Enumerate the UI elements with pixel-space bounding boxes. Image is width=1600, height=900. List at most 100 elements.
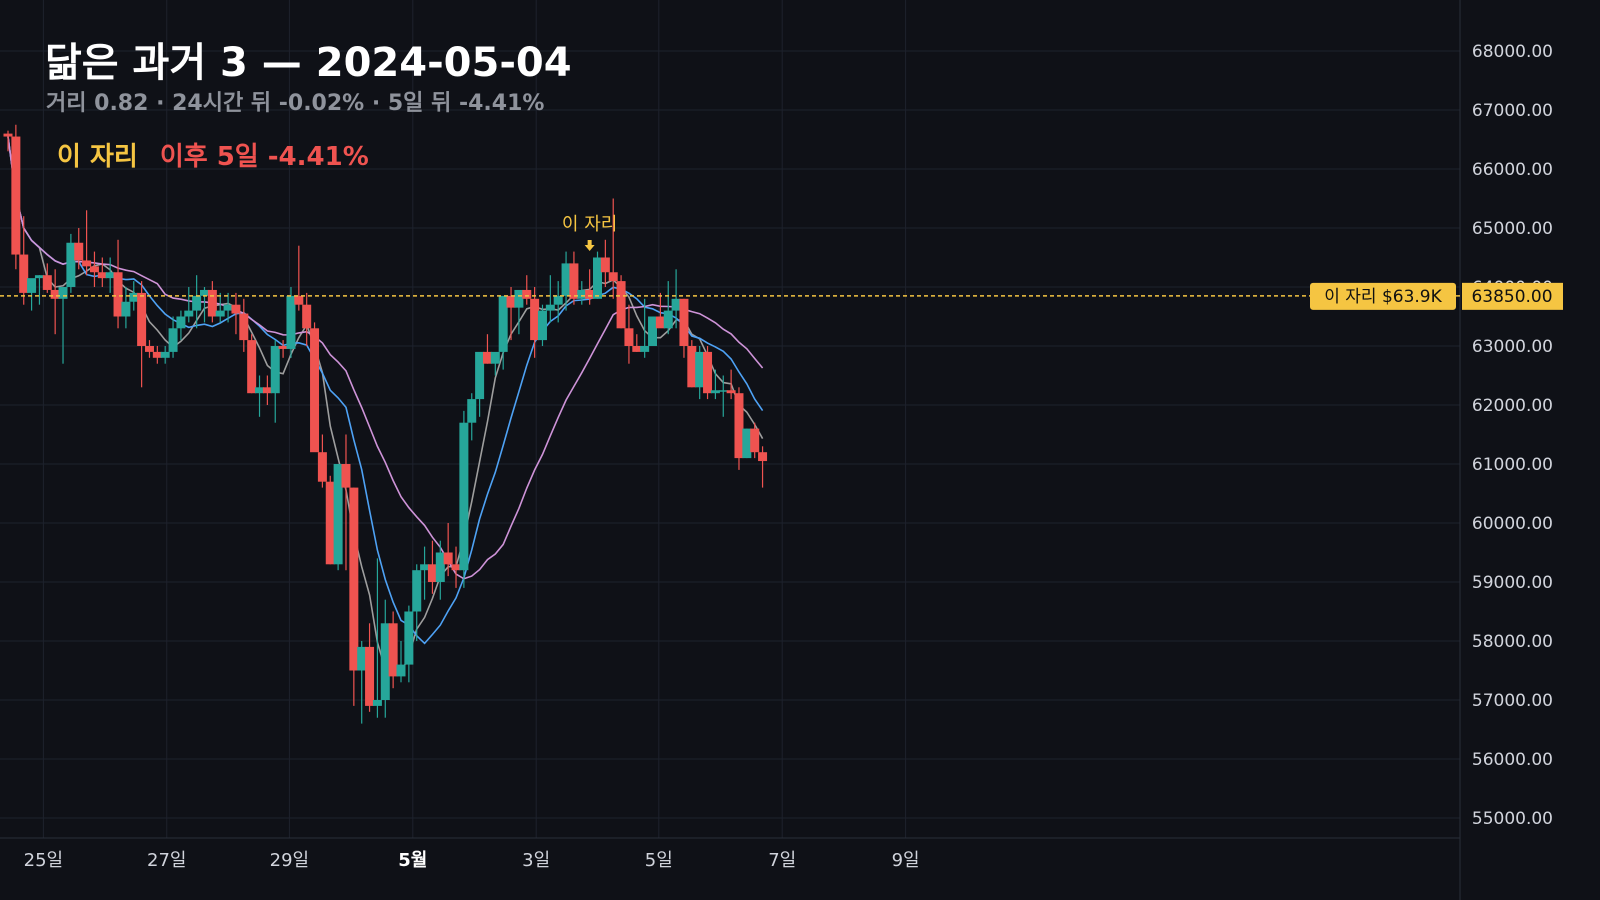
candle-up	[459, 422, 469, 571]
candle-up	[223, 304, 233, 311]
candle-down	[42, 275, 52, 290]
candle-down	[349, 487, 359, 671]
candle-up	[577, 289, 587, 299]
candle-down	[365, 646, 375, 706]
candle-down	[482, 351, 492, 364]
candle-up	[333, 464, 343, 565]
candle-up	[160, 351, 170, 358]
candle-down	[89, 266, 99, 273]
candle-down	[207, 289, 217, 317]
candle-up	[671, 298, 681, 311]
candle-up	[742, 428, 752, 459]
candle-up	[435, 552, 445, 582]
candle-up	[498, 295, 508, 352]
candle-up	[168, 328, 178, 352]
candle-down	[231, 304, 241, 314]
candle-up	[58, 287, 68, 299]
candles	[3, 124, 768, 724]
candle-down	[530, 298, 540, 341]
candle-up	[200, 289, 209, 296]
candle-up	[663, 310, 673, 329]
candle-down	[703, 351, 713, 394]
candle-down	[750, 428, 760, 453]
candle-down	[624, 328, 634, 346]
y-tick-label: 57000.00	[1472, 691, 1553, 711]
y-tick-label: 59000.00	[1472, 573, 1553, 593]
candle-down	[19, 254, 29, 293]
candle-up	[372, 700, 382, 706]
y-tick-label: 56000.00	[1472, 750, 1553, 770]
candle-down	[569, 263, 579, 299]
candle-down	[679, 298, 689, 346]
candle-up	[380, 623, 390, 700]
x-tick-label: 5월	[398, 850, 427, 871]
candle-up	[105, 272, 115, 279]
candle-up	[192, 295, 202, 311]
marker-arrow-label: 이 자리	[562, 214, 617, 235]
candle-up	[537, 310, 547, 341]
ma-long-line	[7, 136, 764, 580]
price-value-box	[1462, 282, 1563, 310]
candle-down	[506, 295, 516, 308]
x-tick-label: 7일	[768, 850, 796, 871]
candle-up	[412, 570, 422, 612]
candle-down	[278, 346, 288, 349]
candle-up	[396, 664, 406, 677]
y-tick-label: 55000.00	[1472, 809, 1553, 829]
marker-layer: 이 자리 $63.9K 63850.00 이 자리	[0, 214, 1563, 310]
candle-down	[616, 281, 626, 329]
candle-up	[593, 257, 602, 299]
candle-down	[74, 242, 84, 261]
candle-down	[600, 257, 610, 273]
candle-down	[585, 289, 595, 299]
candle-up	[215, 310, 225, 317]
candle-down	[144, 346, 154, 352]
candle-up	[710, 390, 720, 394]
candle-up	[490, 351, 500, 364]
candle-up	[404, 611, 414, 665]
candle-down	[97, 272, 107, 279]
y-tick-label: 67000.00	[1472, 101, 1553, 121]
candle-down	[3, 133, 13, 137]
chart-title: 닮은 과거 3 — 2024-05-04	[45, 40, 572, 86]
candle-down	[50, 289, 60, 299]
candle-down	[239, 313, 249, 341]
after-label: 이후 5일 -4.41%	[159, 142, 369, 172]
candle-up	[561, 263, 571, 296]
candle-down	[388, 623, 398, 677]
price-tag-box	[1310, 282, 1456, 310]
candle-up	[514, 289, 524, 308]
candle-down	[734, 393, 744, 459]
candle-down	[341, 464, 351, 488]
candle-up	[695, 351, 705, 388]
price-tag-label: 이 자리 $63.9K	[1324, 287, 1442, 307]
candle-down	[152, 351, 162, 358]
y-tick-label: 60000.00	[1472, 514, 1553, 534]
candle-up	[184, 310, 194, 317]
candle-up	[357, 646, 367, 671]
y-axis: 55000.00 56000.00 57000.00 58000.00 59000.00…	[0, 0, 1553, 900]
candle-down	[522, 289, 532, 299]
candle-down	[632, 346, 642, 352]
candle-up	[648, 316, 658, 346]
y-tick-label: 66000.00	[1472, 160, 1553, 180]
candle-down	[608, 272, 618, 282]
candle-down	[294, 295, 304, 305]
candle-up	[27, 278, 37, 293]
candle-up	[34, 275, 44, 279]
candle-down	[325, 481, 335, 565]
x-tick-label: 9일	[892, 850, 920, 871]
candle-down	[302, 304, 312, 329]
here-label: 이 자리	[57, 142, 138, 172]
y-tick-label: 63000.00	[1472, 337, 1553, 357]
candle-down	[317, 452, 327, 482]
y-tick-label: 65000.00	[1472, 219, 1553, 239]
candle-up	[129, 292, 139, 302]
candle-up	[270, 346, 280, 394]
candle-down	[451, 564, 461, 571]
y-tick-label: 68000.00	[1472, 42, 1553, 62]
candle-down	[655, 316, 665, 329]
candle-down	[113, 272, 123, 317]
ma-mid-line	[7, 136, 764, 645]
